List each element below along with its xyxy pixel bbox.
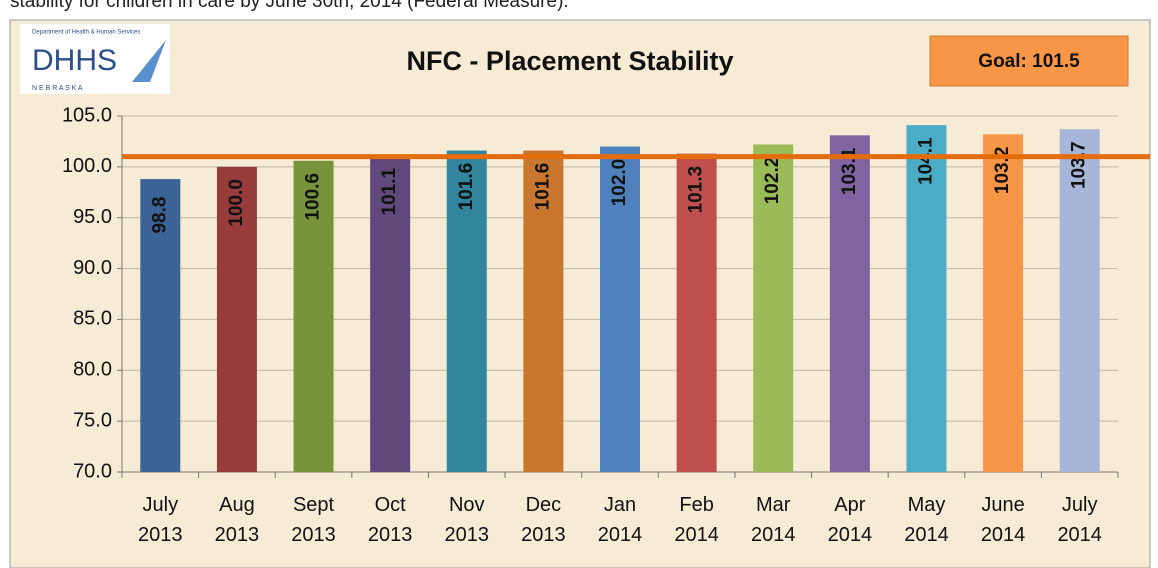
- y-tick-label: 80.0: [73, 359, 112, 381]
- bar: [446, 150, 487, 472]
- bar: [523, 150, 564, 472]
- y-tick-label: 100.0: [62, 155, 112, 177]
- value-label: 101.3: [686, 166, 707, 214]
- logo-swoosh: [132, 40, 166, 82]
- y-tick-label: 95.0: [73, 206, 112, 228]
- logo-department: Department of Health & Human Services: [32, 30, 140, 36]
- x-tick-label: Feb 2014: [674, 494, 719, 546]
- logo-box: [20, 24, 170, 94]
- x-tick-label: Oct 2013: [368, 494, 413, 546]
- bar: [216, 166, 257, 472]
- y-tick-label: 75.0: [73, 409, 112, 431]
- value-label: 100.6: [303, 173, 324, 221]
- value-label: 103.2: [992, 147, 1013, 195]
- bar: [906, 125, 947, 472]
- y-tick-label: 90.0: [73, 257, 112, 279]
- value-label: 102.0: [609, 159, 630, 207]
- x-tick-label: Aug 2013: [215, 494, 260, 546]
- logo-state: N E B R A S K A: [32, 85, 83, 92]
- y-tick-label: 70.0: [73, 460, 112, 482]
- goal-box: [929, 35, 1129, 87]
- logo-name: DHHS: [32, 44, 117, 77]
- bar: [600, 146, 640, 472]
- value-label: 104.1: [915, 137, 936, 185]
- y-tick-label: 105.0: [62, 104, 112, 126]
- caption: stability for children in care by June 3…: [10, 0, 569, 12]
- bar: [370, 155, 411, 472]
- x-tick-label: Mar 2014: [751, 494, 796, 546]
- bar: [140, 179, 181, 472]
- bar: [293, 160, 334, 473]
- value-label: 101.6: [456, 163, 477, 211]
- x-tick-label: May 2014: [904, 494, 949, 546]
- y-tick-label: 85.0: [73, 308, 112, 330]
- x-tick-label: Nov 2013: [445, 494, 490, 546]
- bar: [676, 153, 717, 473]
- goal-label: Goal: 101.5: [978, 51, 1080, 72]
- value-label: 102.2: [762, 157, 783, 205]
- chart-background: [9, 19, 1151, 568]
- x-tick-label: July 2014: [1057, 494, 1102, 546]
- value-label: 98.8: [149, 197, 170, 234]
- value-label: 100.0: [226, 179, 247, 227]
- chart-title: NFC - Placement Stability: [406, 46, 733, 76]
- bar: [1059, 129, 1100, 473]
- x-tick-label: Dec 2013: [521, 494, 566, 546]
- bar: [753, 144, 794, 473]
- bar: [983, 134, 1024, 472]
- bar: [829, 135, 870, 472]
- value-label: 101.1: [379, 167, 400, 215]
- value-label: 103.7: [1069, 141, 1090, 189]
- x-tick-label: Apr 2014: [828, 494, 873, 546]
- x-tick-label: June 2014: [981, 494, 1026, 546]
- value-label: 101.6: [532, 163, 553, 211]
- x-tick-label: Sept 2013: [291, 494, 336, 546]
- x-tick-label: July 2013: [138, 494, 183, 546]
- x-tick-label: Jan 2014: [598, 494, 643, 546]
